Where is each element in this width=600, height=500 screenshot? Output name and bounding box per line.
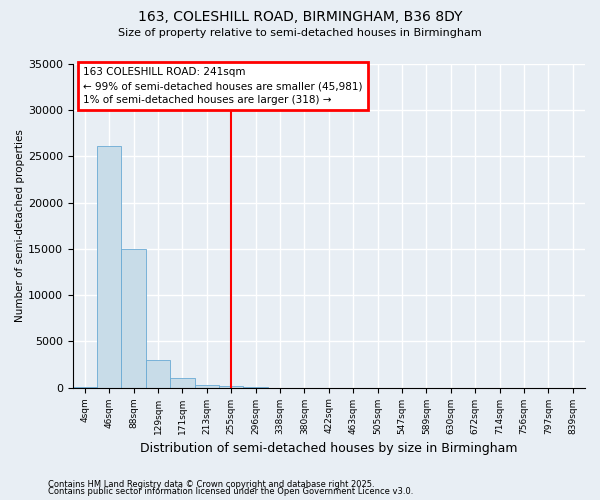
Bar: [219, 386, 244, 388]
Text: Contains public sector information licensed under the Open Government Licence v3: Contains public sector information licen…: [48, 487, 413, 496]
Text: 163, COLESHILL ROAD, BIRMINGHAM, B36 8DY: 163, COLESHILL ROAD, BIRMINGHAM, B36 8DY: [138, 10, 462, 24]
Bar: [170, 378, 194, 388]
Y-axis label: Number of semi-detached properties: Number of semi-detached properties: [15, 130, 25, 322]
Bar: [121, 249, 146, 388]
Text: 163 COLESHILL ROAD: 241sqm
← 99% of semi-detached houses are smaller (45,981)
1%: 163 COLESHILL ROAD: 241sqm ← 99% of semi…: [83, 67, 362, 105]
Text: Size of property relative to semi-detached houses in Birmingham: Size of property relative to semi-detach…: [118, 28, 482, 38]
Bar: [97, 146, 121, 388]
Bar: [73, 387, 97, 388]
Bar: [194, 385, 219, 388]
Text: Contains HM Land Registry data © Crown copyright and database right 2025.: Contains HM Land Registry data © Crown c…: [48, 480, 374, 489]
Bar: [146, 360, 170, 388]
X-axis label: Distribution of semi-detached houses by size in Birmingham: Distribution of semi-detached houses by …: [140, 442, 518, 455]
